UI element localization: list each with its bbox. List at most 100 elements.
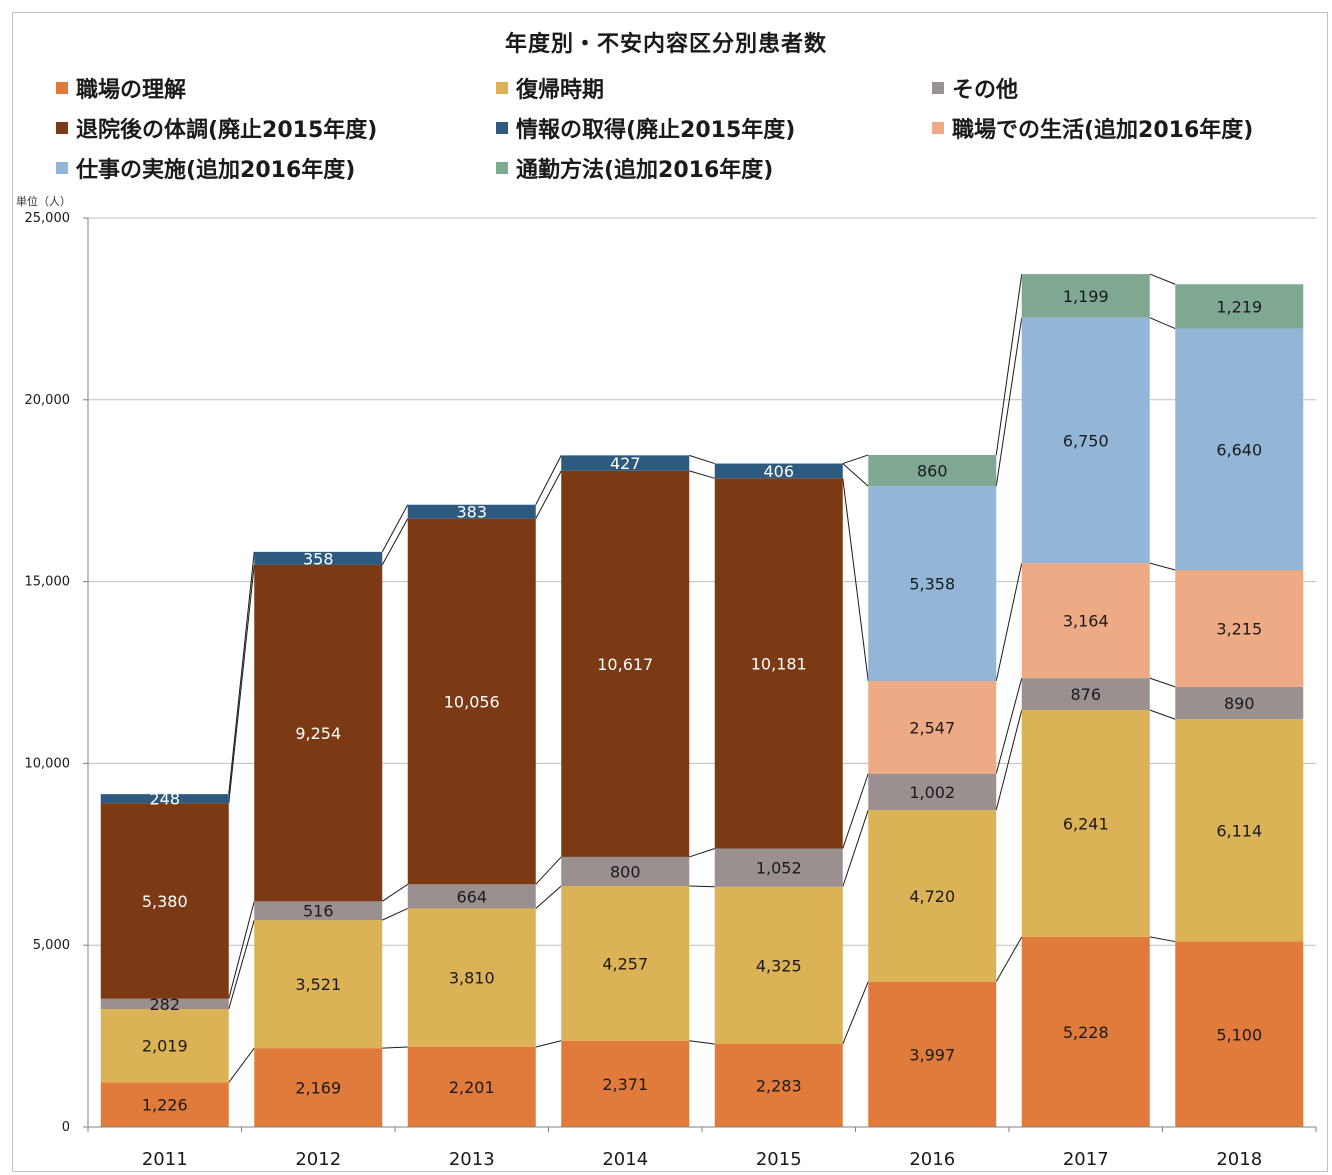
legend-swatch-icon [56,82,68,94]
series-line [1149,273,1176,285]
bar-segment [407,908,536,1047]
series-line [995,678,1023,774]
x-tick-label: 2014 [602,1149,648,1170]
x-tick-label: 2011 [142,1149,188,1170]
bar-segment [254,920,383,1049]
series-line [842,454,869,465]
series-line [381,504,409,553]
y-tick-label: 15,000 [25,575,71,590]
series-line [995,273,1023,455]
bar-segment [561,455,690,471]
series-line [535,470,562,519]
bar-segment [1021,709,1150,937]
x-tick-label: 2018 [1216,1149,1262,1170]
series-line [228,551,255,795]
data-label: 6,114 [1216,821,1262,840]
bar-segment [868,454,997,487]
legend-label: 情報の取得(廃止2015年度) [516,118,796,143]
legend-swatch-icon [56,122,68,134]
legend-item-2: その他 [932,72,1018,104]
data-label: 6,750 [1063,431,1109,450]
legend-item-0: 職場の理解 [56,72,186,104]
bars [100,274,1304,1127]
data-label: 3,521 [295,975,341,994]
series-line [1149,709,1176,720]
bar-segment [1021,678,1150,710]
bar-segment [407,884,536,909]
series-line [535,455,562,505]
bar-segment [714,1043,843,1127]
data-label: 6,640 [1216,440,1262,459]
legend-swatch-icon [496,122,508,134]
data-label: 876 [1070,685,1101,704]
series-line [995,936,1023,982]
series-line [228,919,255,1010]
bar-segment [1175,328,1304,571]
chart-title: 年度別・不安内容区分別患者数 [504,32,827,57]
x-tick-label: 2017 [1063,1149,1109,1170]
data-label: 2,371 [602,1075,648,1094]
series-line [228,1047,255,1083]
legend-item-5: 職場での生活(追加2016年度) [932,112,1253,144]
data-label: 4,720 [909,887,955,906]
data-label: 1,199 [1063,287,1109,306]
x-tick-label: 2016 [909,1149,955,1170]
bar-segment [1021,274,1150,318]
y-tick-label: 5,000 [33,938,70,953]
chart-frame [12,12,1328,1172]
legend-item-7: 通勤方法(追加2016年度) [496,152,773,184]
series-line [842,981,869,1045]
data-label: 2,169 [295,1079,341,1098]
data-label: 427 [610,454,641,473]
data-label: 5,380 [142,892,188,911]
axes: 0 5,000 10,000 15,000 20,000 25,000 2011 2012 20… [25,211,1317,1170]
bar-segment [100,803,229,999]
data-label: 2,019 [142,1037,188,1056]
bar-segment [714,463,843,479]
data-label: 1,052 [756,859,802,878]
series-line [842,773,869,849]
data-label: 9,254 [295,724,341,743]
legend-swatch-icon [56,162,68,174]
bar-segment [254,564,383,902]
data-label: 664 [456,887,487,906]
x-tick-label: 2012 [295,1149,341,1170]
bar-segment [100,1009,229,1083]
legend-item-6: 仕事の実施(追加2016年度) [56,152,355,184]
legend-label: その他 [952,78,1019,103]
data-label: 406 [763,462,794,481]
series-line [535,885,562,909]
data-label: 383 [456,503,487,522]
data-label: 2,201 [449,1078,495,1097]
legend-swatch-icon [932,82,944,94]
data-label: 2,283 [756,1076,802,1095]
y-tick-label: 0 [62,1120,70,1135]
series-line [995,562,1023,682]
series-line [535,1040,562,1048]
data-labels: 1,226 2,019 282 5,380 248 2,169 3,521 516 9,254 3… [142,287,1262,1115]
bar-segment [868,486,997,682]
bar-segment [868,981,997,1127]
legend-label: 復帰時期 [516,78,605,103]
data-label: 3,215 [1216,619,1262,638]
data-label: 3,997 [909,1045,955,1064]
bar-segment [561,856,690,887]
y-tick-label: 10,000 [25,756,71,771]
series-line [689,848,715,858]
bar-segment [100,998,229,1010]
series-line [842,463,869,487]
bar-segment [407,504,536,519]
data-label: 1,002 [909,783,955,802]
series-line [535,856,562,885]
y-tick-label: 25,000 [25,211,71,226]
data-label: 10,181 [751,654,807,673]
series-line [689,470,715,479]
data-label: 248 [149,790,180,809]
data-label: 5,228 [1063,1023,1109,1042]
series-line [228,901,255,999]
legend-label: 仕事の実施(追加2016年度) [76,158,356,183]
series-line [1149,677,1176,688]
legend-swatch-icon [932,122,944,134]
bar-segment [561,470,690,857]
